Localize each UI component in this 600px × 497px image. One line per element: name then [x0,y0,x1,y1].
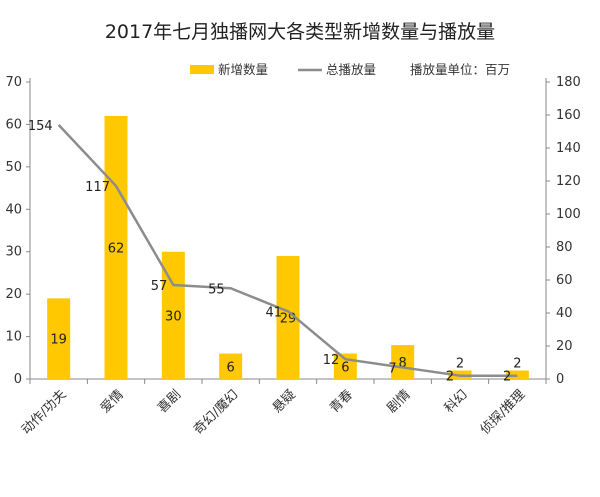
bar-series: 19 62 30 6 29 6 8 2 2 [47,115,529,379]
y-left-tick-label: 60 [5,117,22,132]
legend-bar-swatch [190,65,214,74]
line-data-label: 154 [28,119,53,134]
line-data-label: 41 [265,305,282,320]
line-data-label: 12 [323,353,340,368]
bar-data-label: 19 [50,333,67,348]
y-right-tick-label: 20 [556,339,573,354]
y-left-tick-label: 10 [5,330,22,345]
bar-data-label: 30 [165,309,182,324]
bar-data-label: 6 [227,360,235,375]
bar [505,370,529,379]
bar [47,298,71,379]
y-left-tick-label: 70 [5,75,22,90]
x-tick-label: 侦探/推理 [478,387,528,437]
line-data-label: 55 [208,282,225,297]
x-tick-label: 悬疑 [269,387,299,417]
y-right-tick-label: 40 [556,306,573,321]
bar [276,255,300,379]
bar-data-label: 29 [280,311,297,326]
y-right-tick-label: 100 [556,207,581,222]
bar-data-label: 6 [341,360,349,375]
y-right-tick-label: 160 [556,108,581,123]
x-tick-label: 动作/功夫 [19,387,69,437]
unit-note: 播放量单位：百万 [410,62,510,77]
legend-bar-label: 新增数量 [218,62,268,77]
line-data-label: 2 [503,370,511,385]
y-left-tick-label: 40 [5,202,22,217]
bar [219,353,243,379]
y-right-tick-label: 60 [556,273,573,288]
bar [161,251,185,379]
bar-data-label: 8 [399,356,407,371]
bar [104,115,128,379]
bar-data-label: 2 [513,357,521,372]
bar [391,345,415,379]
y-left-tick-label: 20 [5,287,22,302]
x-tick-label: 科幻 [442,387,471,416]
legend: 新增数量 总播放量 播放量单位：百万 [190,62,510,77]
y-left-tick-label: 30 [5,245,22,260]
x-tick-label: 青春 [327,387,356,416]
bar-data-label: 2 [456,357,464,372]
bar-data-label: 62 [108,241,125,256]
line-data-label: 117 [85,180,110,195]
y-right-tick-label: 140 [556,141,581,156]
line-data-label: 2 [446,370,454,385]
line-data-label: 7 [388,361,396,376]
x-tick-label: 爱情 [98,387,127,416]
y-right-tick-label: 80 [556,240,573,255]
y-left-tick-label: 50 [5,160,22,175]
y-right-tick-label: 120 [556,174,581,189]
y-right-tick-label: 0 [556,372,564,387]
line-data-label: 57 [151,279,168,294]
x-tick-label: 喜剧 [155,387,184,416]
y-right-tick-label: 180 [556,75,581,90]
x-tick-label: 奇幻/魔幻 [190,387,241,438]
series-line [57,124,518,377]
x-tick-label: 剧情 [384,387,413,416]
legend-line-label: 总播放量 [326,62,376,77]
y-left-tick-label: 0 [14,372,22,387]
chart-title: 2017年七月独播网大各类型新增数量与播放量 [105,21,495,43]
